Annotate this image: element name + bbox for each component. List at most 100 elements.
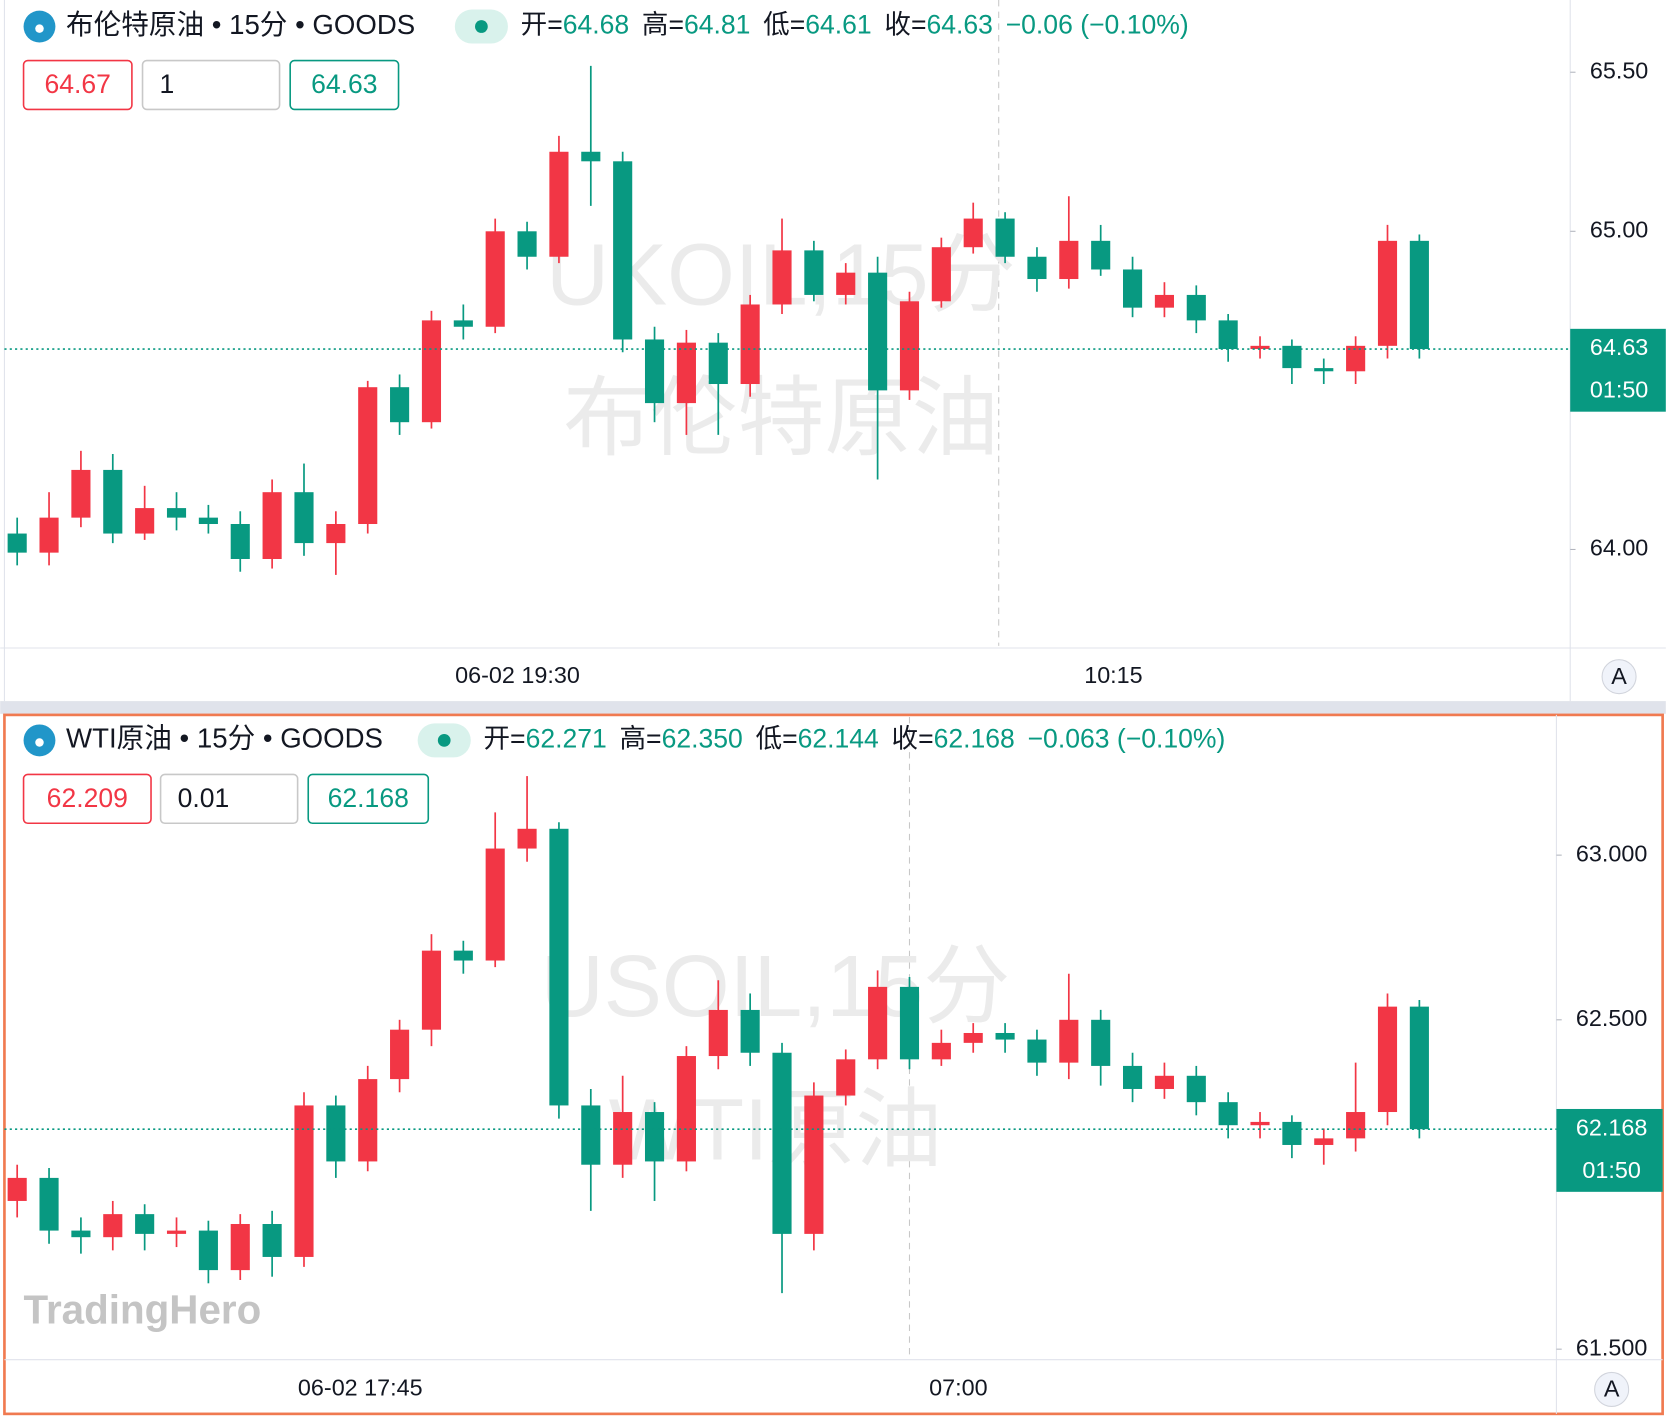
candle-body [390,387,410,423]
candle-body [1154,1075,1174,1089]
candle-body [995,1032,1015,1040]
scale-button-label[interactable]: A [1604,1376,1620,1402]
candle-body [644,1112,665,1162]
candle-body [103,469,123,534]
candle-body [676,342,696,404]
candle-body [1091,240,1111,270]
candle-body [1377,1006,1398,1113]
candle-body [1346,345,1366,372]
candle-body [1186,1075,1206,1103]
candle-body [1218,1102,1238,1126]
scale-button-label[interactable]: A [1611,663,1627,689]
order-quantity[interactable]: 1 [160,69,175,99]
watermark: 布伦特原油 [563,370,998,467]
candle-body [804,1095,824,1234]
candle-body [1346,1112,1366,1139]
candle-body [1122,1065,1143,1089]
order-buy[interactable]: 62.168 [328,783,409,813]
candle-body [1250,1121,1270,1126]
candle-body [1027,1039,1047,1063]
y-tick-label: 65.50 [1590,57,1648,83]
ohlc-legend: 开=62.271 高=62.350 低=62.144 收=62.168 −0.063 (… [484,723,1226,753]
ohlc-label: 低= [756,723,798,753]
candle-body [899,986,920,1060]
x-tick-label: 06-02 19:30 [455,662,580,688]
candle-body [517,828,537,849]
candle-body [39,1177,59,1231]
candle-body [485,848,505,961]
order-sell[interactable]: 62.209 [47,783,128,813]
candle-body [1027,256,1047,280]
order-box-quantity[interactable] [141,59,281,111]
candle-body [963,1032,983,1043]
y-tick-label: 61.500 [1576,1334,1647,1360]
candle-body [7,1177,27,1201]
candle-body [230,1224,250,1271]
candle-body [39,517,59,553]
countdown-label: 01:50 [1582,1157,1640,1183]
scale-button[interactable] [1594,1371,1630,1407]
candle-body [772,250,792,305]
ohlc-label: 开= [521,10,563,40]
x-tick-label: 06-02 17:45 [298,1375,423,1401]
last-price-box [1570,328,1666,412]
ohlc-legend: 开=64.68 高=64.81 低=64.61 收=64.63 −0.06 (−0.10… [521,10,1189,40]
candle-body [613,161,633,340]
candle-body [772,1052,792,1234]
candle-body [804,250,824,295]
order-quantity[interactable]: 0.01 [178,783,230,813]
candle-body [166,508,187,518]
candle-body [549,828,569,1106]
candle-body [549,151,569,257]
scale-button[interactable] [1601,659,1637,695]
ohlc-value: 64.81 [684,10,750,40]
order-box-sell[interactable] [22,773,152,825]
candle-body [71,1230,91,1238]
candle-body [262,1224,282,1257]
candle-body [740,304,760,385]
last-price-box [1556,1108,1663,1192]
candle-body [517,231,537,257]
candle-body [1186,294,1206,321]
ohlc-value: 64.61 [805,10,871,40]
candle-body [1282,1121,1302,1145]
candle-body [326,1105,346,1162]
candle-body [166,1230,187,1234]
candle-body [453,320,473,327]
candle-body [868,986,888,1060]
ohlc-value: 62.168 [934,723,1015,753]
ohlc-value: 62.144 [798,723,879,753]
ohlc-label: 收= [884,10,926,40]
ohlc-value: 64.63 [926,10,992,40]
candle-body [198,1230,218,1271]
candle-body [198,517,218,525]
candle-body [836,1059,856,1096]
candle-body [326,524,346,544]
symbol-title[interactable]: WTI原油 • 15分 • GOODS [66,723,383,754]
ohlc-label: 高= [620,723,662,753]
order-box-buy[interactable] [307,773,430,825]
order-box-quantity[interactable] [159,773,299,825]
y-tick-label: 64.00 [1590,535,1648,561]
countdown-label: 01:50 [1590,377,1648,403]
candle-body [71,469,91,518]
order-box-sell[interactable] [22,59,133,111]
candle-body [708,342,728,385]
candle-body [1218,320,1238,350]
order-box-buy[interactable] [289,59,400,111]
y-tick-label: 65.00 [1590,216,1648,242]
symbol-icon-dot [35,24,44,33]
candle-body [581,1105,601,1165]
candle-body [358,1079,378,1162]
candle-body [836,272,856,295]
candle-body [390,1029,410,1080]
candle-body [453,950,473,961]
change-value: −0.063 (−0.10%) [1028,723,1226,753]
ohlc-label: 开= [484,723,526,753]
candle-body [995,218,1015,257]
order-buy[interactable]: 64.63 [311,69,377,99]
candle-body [1409,1006,1429,1130]
order-sell[interactable]: 64.67 [45,69,111,99]
symbol-title[interactable]: 布伦特原油 • 15分 • GOODS [66,9,415,40]
